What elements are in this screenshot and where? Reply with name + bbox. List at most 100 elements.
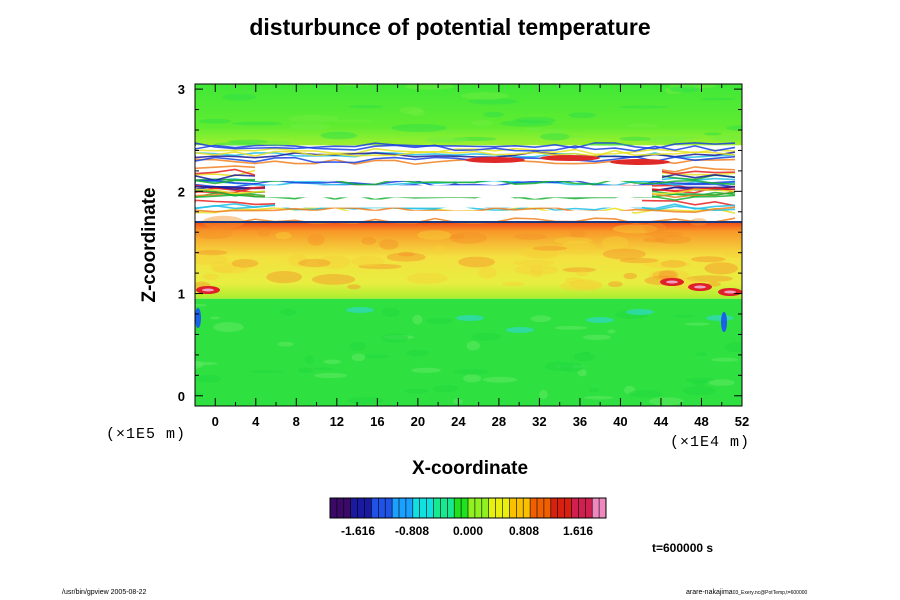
x-tick-label: 28	[492, 414, 506, 429]
middle-texture	[721, 248, 742, 258]
footer-program: /usr/bin/gpview 2005-08-22	[62, 589, 147, 596]
lower-texture	[685, 377, 716, 384]
lower-texture	[347, 397, 384, 405]
lower-texture	[582, 334, 612, 340]
footer-user: arare-nakajima03_Exery.nc@PotTemp,t=6000…	[686, 589, 807, 596]
upper-texture	[391, 123, 447, 132]
upper-texture	[425, 136, 470, 143]
middle-texture	[514, 265, 559, 275]
upper-texture	[617, 105, 669, 109]
upper-texture	[460, 92, 509, 100]
colorbar-cell	[336, 498, 345, 518]
middle-texture	[501, 281, 525, 287]
upper-texture	[541, 129, 565, 134]
upper-texture	[711, 135, 742, 142]
x-tick-label: 48	[694, 414, 708, 429]
x-tick-label: 4	[252, 414, 260, 429]
middle-texture	[691, 256, 726, 263]
middle-texture	[407, 272, 448, 285]
colorbar-cell	[523, 498, 531, 518]
middle-texture	[513, 259, 555, 267]
colorbar-cell	[412, 498, 421, 518]
colorbar-cell	[330, 498, 338, 518]
y-axis-title: Z-coordinate	[139, 187, 160, 303]
middle-texture	[607, 281, 623, 288]
plot-border	[194, 83, 743, 407]
middle-texture	[554, 236, 592, 245]
middle-texture	[307, 233, 325, 246]
upper-texture	[726, 125, 742, 131]
middle-texture	[652, 270, 676, 280]
middle-texture	[601, 236, 629, 250]
colorbar-cell	[564, 498, 572, 518]
middle-texture	[619, 257, 659, 264]
colorbar-cell	[399, 498, 407, 518]
colorbar-cell	[385, 498, 393, 518]
colorbar-cell	[592, 498, 600, 518]
colorbar-cell	[468, 498, 476, 518]
cyan-patch	[456, 315, 484, 321]
lower-texture	[298, 367, 314, 374]
lower-texture	[554, 325, 588, 330]
upper-texture	[399, 106, 423, 115]
upper-texture	[471, 119, 493, 127]
lower-texture	[196, 374, 222, 383]
band-line	[195, 178, 736, 186]
colorbar-cell	[557, 498, 566, 518]
cyan-patch	[506, 327, 534, 333]
upper-texture	[619, 136, 652, 141]
x-unit-label: (×1E4 m)	[670, 434, 751, 451]
colorbar-cell	[447, 498, 455, 518]
y-tick-label: 3	[178, 82, 185, 97]
upper-texture	[320, 131, 358, 140]
upper-texture	[333, 119, 376, 122]
x-tick-label: 12	[330, 414, 344, 429]
upper-texture	[540, 133, 570, 141]
colorbar-cell	[516, 498, 524, 518]
x-tick-label: 24	[451, 414, 466, 429]
upper-texture	[288, 114, 340, 123]
heatmap-field	[195, 84, 742, 406]
upper-texture	[348, 104, 384, 109]
upper-texture	[222, 93, 257, 101]
y-tick-label: 1	[178, 287, 185, 302]
colorbar-cell	[461, 498, 469, 518]
upper-texture	[514, 116, 556, 124]
upper-texture	[625, 123, 660, 128]
x-axis-title: X-coordinate	[411, 458, 529, 479]
blue-patch	[195, 308, 201, 328]
middle-texture	[298, 258, 331, 268]
lower-texture	[277, 341, 294, 347]
colorbar-cell	[371, 498, 379, 518]
upper-texture	[289, 123, 331, 131]
x-tick-label: 36	[573, 414, 587, 429]
colorbar-cell	[343, 498, 352, 518]
lower-texture	[250, 370, 284, 373]
white-band	[285, 210, 632, 217]
middle-texture	[602, 248, 646, 260]
lower-texture	[454, 369, 489, 375]
middle-texture	[645, 231, 684, 238]
lower-texture	[673, 315, 696, 318]
middle-texture	[361, 237, 376, 245]
middle-texture	[318, 255, 351, 269]
middle-texture	[358, 263, 402, 270]
middle-texture	[526, 250, 559, 260]
colorbar-tick-label: 1.616	[563, 524, 593, 538]
red-band	[610, 159, 670, 165]
middle-texture	[564, 277, 584, 284]
middle-texture	[654, 235, 692, 244]
upper-texture	[468, 98, 518, 105]
middle-texture	[386, 252, 426, 262]
lower-texture	[724, 342, 742, 353]
upper-texture	[483, 111, 504, 118]
middle-texture	[432, 245, 447, 256]
lower-texture	[539, 389, 548, 400]
z-unit-label: (×1E5 m)	[106, 426, 187, 443]
band-line	[195, 142, 736, 150]
x-tick-label: 0	[212, 414, 219, 429]
pink-core	[666, 280, 678, 284]
lower-texture	[573, 352, 595, 362]
middle-texture	[648, 269, 690, 282]
